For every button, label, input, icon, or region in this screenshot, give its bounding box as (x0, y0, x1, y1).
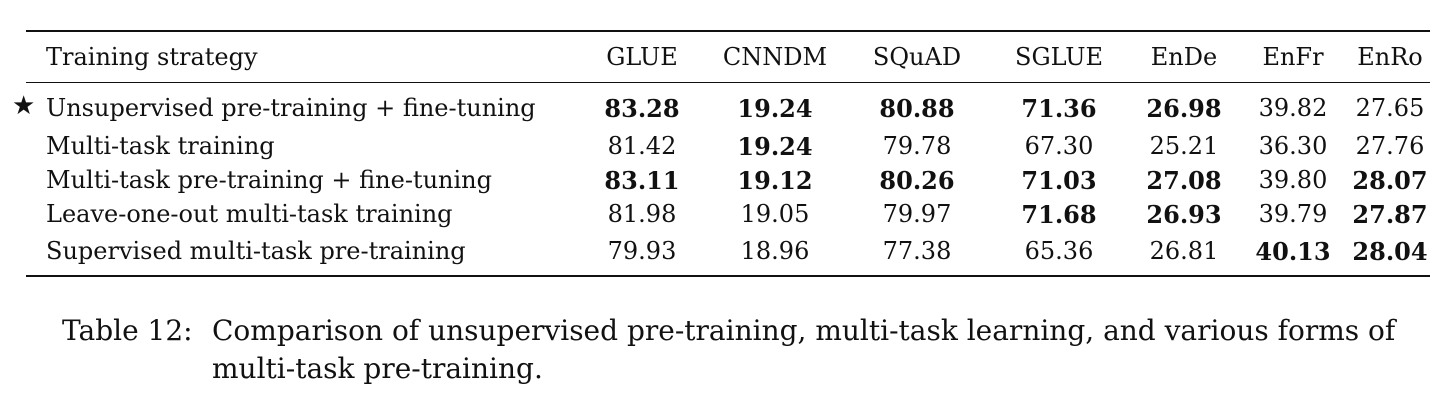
cell-sglue: 71.03 (1021, 165, 1097, 195)
header-sglue: SGLUE (1015, 43, 1103, 71)
cell-cnndm: 19.05 (740, 200, 810, 228)
caption-label: Table 12: (62, 314, 193, 347)
cell-glue: 81.42 (607, 132, 677, 160)
header-training-strategy: Training strategy (46, 43, 258, 71)
results-table-container: Training strategy GLUE CNNDM SQuAD SGLUE… (12, 30, 1430, 277)
table-row: Leave-one-out multi-task training 81.98 … (26, 197, 1430, 231)
cell-sglue: 71.68 (1021, 199, 1097, 229)
cell-enro: 27.65 (1355, 94, 1425, 122)
header-ende: EnDe (1150, 43, 1218, 71)
cell-squad: 79.78 (882, 132, 952, 160)
cell-cnndm: 19.24 (737, 93, 813, 123)
cell-enfr: 39.79 (1258, 200, 1328, 228)
cell-enfr: 40.13 (1255, 236, 1331, 266)
row-strategy-label: Multi-task training (46, 132, 275, 160)
strategy-text: Unsupervised pre-training + fine-tuning (46, 94, 536, 122)
cell-cnndm: 18.96 (740, 237, 810, 265)
cell-enro: 27.87 (1352, 199, 1428, 229)
cell-enro: 28.07 (1352, 165, 1428, 195)
cell-ende: 26.81 (1149, 237, 1219, 265)
star-icon: ★ (12, 91, 36, 121)
header-enro: EnRo (1357, 43, 1423, 71)
cell-ende: 27.08 (1146, 165, 1222, 195)
table-caption: Table 12: Comparison of unsupervised pre… (62, 312, 1402, 388)
row-strategy-label: Supervised multi-task pre-training (46, 237, 466, 265)
cell-glue: 81.98 (607, 200, 677, 228)
cell-sglue: 67.30 (1024, 132, 1094, 160)
header-glue: GLUE (606, 43, 678, 71)
cell-ende: 26.93 (1146, 199, 1222, 229)
table-row: Multi-task training 81.42 19.24 79.78 67… (26, 129, 1430, 163)
cell-cnndm: 19.12 (737, 165, 813, 195)
row-strategy-label: ★ Unsupervised pre-training + fine-tunin… (12, 83, 582, 130)
cell-enfr: 39.82 (1258, 94, 1328, 122)
table-row: Multi-task pre-training + fine-tuning 83… (26, 163, 1430, 197)
cell-squad: 77.38 (882, 237, 952, 265)
cell-glue: 79.93 (607, 237, 677, 265)
header-cnndm: CNNDM (722, 43, 828, 71)
cell-sglue: 71.36 (1021, 93, 1097, 123)
results-table: Training strategy GLUE CNNDM SQuAD SGLUE… (12, 30, 1430, 277)
table-row: Supervised multi-task pre-training 79.93… (26, 231, 1430, 276)
cell-enro: 28.04 (1352, 236, 1428, 266)
cell-enfr: 36.30 (1258, 132, 1328, 160)
cell-cnndm: 19.24 (737, 131, 813, 161)
table-row: ★ Unsupervised pre-training + fine-tunin… (12, 83, 1430, 130)
row-strategy-label: Leave-one-out multi-task training (46, 200, 453, 228)
cell-sglue: 65.36 (1024, 237, 1094, 265)
header-squad: SQuAD (872, 43, 962, 71)
cell-enfr: 39.80 (1258, 166, 1328, 194)
row-strategy-label: Multi-task pre-training + fine-tuning (46, 166, 492, 194)
caption-text: Comparison of unsupervised pre-training,… (212, 314, 1396, 385)
cell-enro: 27.76 (1355, 132, 1425, 160)
cell-squad: 79.97 (882, 200, 952, 228)
cell-squad: 80.26 (879, 165, 955, 195)
cell-glue: 83.28 (604, 93, 680, 123)
header-enfr: EnFr (1262, 43, 1324, 71)
cell-ende: 26.98 (1146, 93, 1222, 123)
cell-ende: 25.21 (1149, 132, 1219, 160)
cell-glue: 83.11 (604, 165, 680, 195)
cell-squad: 80.88 (879, 93, 955, 123)
table-header-row: Training strategy GLUE CNNDM SQuAD SGLUE… (26, 31, 1430, 83)
